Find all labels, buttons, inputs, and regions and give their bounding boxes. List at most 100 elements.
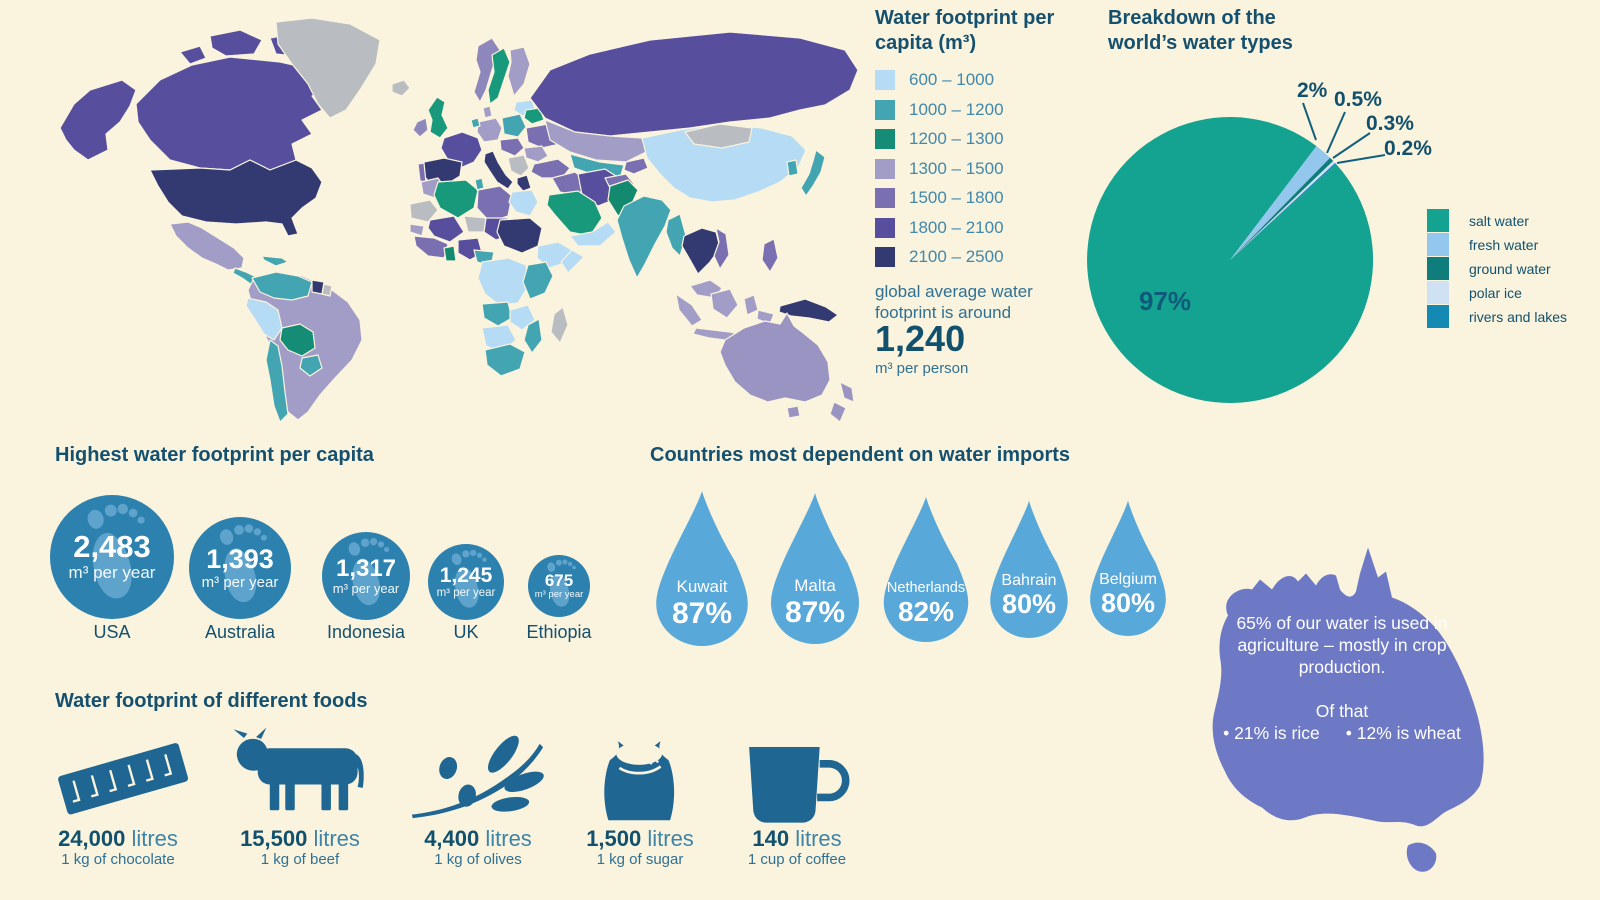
legend-row: 1800 – 2100 xyxy=(875,217,1004,238)
map-legend-title: Water footprint per capita (m³) xyxy=(875,7,1055,54)
food-unit: litres xyxy=(641,826,694,851)
import-drop-belgium: Belgium 80% xyxy=(1085,498,1171,636)
pie-legend: salt water fresh water ground water pola… xyxy=(1427,209,1567,329)
map-mali xyxy=(427,215,465,243)
drop-country: Bahrain xyxy=(1001,572,1057,590)
map-egypt xyxy=(508,189,539,217)
pie-slice-salt-water xyxy=(1087,117,1374,404)
legend-row: ground water xyxy=(1427,257,1567,280)
pie-label-fresh-water: 2% xyxy=(1297,79,1328,102)
map-canada xyxy=(135,56,331,171)
australia-mainland xyxy=(1212,547,1484,827)
pie-slice-fresh-water xyxy=(1230,146,1331,260)
legend-range: 1800 – 2100 xyxy=(909,217,1004,237)
australia-callout-ofthat: Of that xyxy=(1315,701,1369,721)
map-chile xyxy=(265,339,289,423)
legend-swatch xyxy=(875,70,895,90)
map-mongolia xyxy=(684,123,753,149)
map-new-zealand-south xyxy=(829,401,847,423)
australia-callout-text: 65% of our water is used in agriculture … xyxy=(1236,613,1448,677)
drop-country: Netherlands xyxy=(886,579,966,596)
food-number: 4,400 xyxy=(424,826,480,851)
coffee-mug-icon xyxy=(749,747,850,823)
food-caption: 1 kg of chocolate xyxy=(61,851,175,868)
map-suriname xyxy=(321,283,333,297)
footprint-unit: m³ per year xyxy=(332,581,400,597)
legend-swatch xyxy=(1427,305,1449,328)
footprint-circle-usa: 2,483 m³ per year xyxy=(50,495,174,619)
footprint-unit: m³ per year xyxy=(436,587,496,600)
legend-row: fresh water xyxy=(1427,233,1567,256)
map-madagascar xyxy=(550,306,569,344)
drop-country: Kuwait xyxy=(676,577,728,597)
footprint-value: 1,245 xyxy=(439,563,493,587)
map-sulawesi xyxy=(743,294,759,316)
map-ireland xyxy=(412,117,429,138)
global-average-value: 1,240 xyxy=(875,318,966,359)
footprint-circle-uk: 1,245 m³ per year xyxy=(428,544,504,620)
footprint-country: Australia xyxy=(204,622,276,642)
pie-label-salt-water: 97% xyxy=(1138,286,1192,316)
map-thailand-laos xyxy=(681,227,721,275)
drop-percent: 87% xyxy=(784,595,846,629)
food-caption: 1 cup of coffee xyxy=(747,851,847,868)
pie-slice-polar-ice xyxy=(1230,161,1336,260)
footprint-unit: m³ per year xyxy=(68,563,156,583)
map-germany xyxy=(476,117,503,143)
legend-row: 1500 – 1800 xyxy=(875,188,1004,208)
map-greenland xyxy=(275,17,381,119)
map-algeria xyxy=(433,179,479,219)
map-south-america xyxy=(245,271,363,423)
map-finland xyxy=(507,46,531,97)
footprint-unit: m³ per year xyxy=(534,589,584,601)
footprint-value: 1,393 xyxy=(206,544,274,575)
map-new-zealand-north xyxy=(839,381,855,403)
drop-percent: 80% xyxy=(1001,589,1057,620)
legend-range: 1300 – 1500 xyxy=(909,158,1004,178)
map-mozambique xyxy=(523,318,543,354)
map-senegal xyxy=(409,223,425,237)
legend-row: polar ice xyxy=(1427,281,1567,304)
drop-country: Belgium xyxy=(1099,570,1157,588)
legend-range: 2100 – 2500 xyxy=(909,247,1004,266)
australia-callout-bullets: • 21% is rice • 12% is wheat xyxy=(1182,722,1502,744)
map-kyrgyzstan xyxy=(623,157,649,175)
chocolate-bar-icon xyxy=(58,743,189,815)
footprint-circle-ethiopia: 675 m³ per year xyxy=(528,555,590,617)
import-drop-kuwait: Kuwait 87% xyxy=(650,488,754,646)
foods-title: Water footprint of different foods xyxy=(55,690,368,712)
map-sumatra xyxy=(675,293,703,327)
map-papua-new-guinea xyxy=(778,298,839,323)
legend-label: rivers and lakes xyxy=(1469,308,1568,325)
map-central-europe xyxy=(499,137,525,157)
legend-range: 1500 – 1800 xyxy=(909,188,1004,207)
legend-label: salt water xyxy=(1469,212,1529,229)
map-romania xyxy=(523,145,549,163)
import-drop-malta: Malta 87% xyxy=(765,490,865,644)
map-north-america xyxy=(59,17,411,289)
food-number: 1,500 xyxy=(586,826,642,851)
map-usa xyxy=(149,159,323,237)
map-tasmania xyxy=(786,405,801,419)
map-sweden xyxy=(487,47,511,105)
legend-swatch xyxy=(1427,281,1449,304)
map-borneo xyxy=(710,288,739,319)
map-alaska xyxy=(59,79,137,161)
legend-row: rivers and lakes xyxy=(1427,305,1567,328)
legend-row: 2100 – 2500 xyxy=(875,247,1004,267)
map-korea xyxy=(786,159,799,177)
legend-swatch xyxy=(1427,209,1449,232)
legend-row: 600 – 1000 xyxy=(875,70,1004,90)
pie-slice-ground-water xyxy=(1230,157,1334,260)
map-south-africa xyxy=(484,343,526,377)
pie-title: Breakdown of the world’s water types xyxy=(1108,7,1293,54)
world-choropleth-map xyxy=(59,17,859,423)
map-myanmar xyxy=(665,213,687,257)
map-sudan xyxy=(496,217,543,254)
map-benelux xyxy=(470,117,481,129)
map-uk xyxy=(427,96,449,139)
cow-icon xyxy=(233,727,364,811)
footprint-value: 2,483 xyxy=(73,528,151,564)
map-peru-ecuador xyxy=(245,297,283,341)
